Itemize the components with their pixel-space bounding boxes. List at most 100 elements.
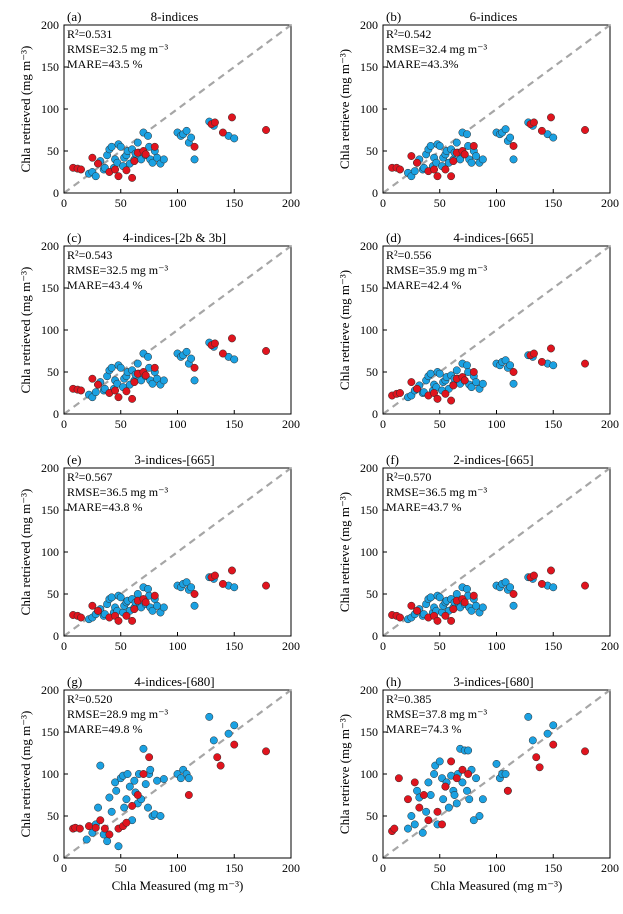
data-point-blue (467, 383, 476, 392)
data-point-blue (501, 125, 510, 134)
y-tick-label: 50 (47, 144, 59, 158)
panel-title: 4-indices-[680] (134, 674, 214, 689)
stat-r2: R²=0.543 (67, 248, 112, 262)
stat-rmse: RMSE=37.8 mg m⁻³ (386, 707, 487, 721)
data-point-blue (96, 761, 105, 770)
panel-h: 0 50 100 150 200 0 50 100 150 200 (h) 3-indices-[68… (337, 674, 619, 893)
data-point-blue (141, 780, 150, 789)
stat-r2: R²=0.385 (386, 692, 431, 706)
data-point-red (111, 386, 120, 395)
x-tick-label: 50 (115, 861, 127, 875)
y-tick-label: 150 (360, 60, 378, 74)
data-point-red (469, 142, 478, 150)
data-point-red (96, 816, 105, 825)
data-point-blue (549, 133, 558, 142)
data-point-blue (133, 138, 142, 147)
data-point-blue (549, 361, 558, 370)
data-point-blue (144, 803, 152, 812)
data-point-blue (144, 131, 152, 140)
data-point-red (430, 389, 439, 397)
stat-r2: R²=0.556 (386, 248, 431, 262)
data-point-red (407, 152, 416, 160)
data-point-blue (209, 736, 218, 745)
data-point-red (547, 344, 555, 353)
data-point-red (262, 126, 270, 134)
data-point-red (509, 590, 518, 598)
data-point-blue (148, 379, 157, 388)
data-point-red (410, 778, 419, 787)
data-point-blue (404, 824, 412, 833)
data-point-blue (184, 774, 193, 783)
data-point-red (449, 381, 458, 390)
y-axis-label: Chla retrieve (mg m⁻³) (337, 270, 352, 390)
x-tick-label: 100 (169, 196, 187, 210)
data-point-red (581, 126, 589, 134)
data-point-red (404, 795, 412, 804)
data-point-blue (187, 133, 196, 142)
y-tick-label: 200 (360, 683, 378, 697)
data-point-blue (469, 816, 478, 825)
data-point-blue (463, 361, 471, 370)
y-tick-label: 0 (372, 186, 378, 200)
data-point-blue (116, 363, 125, 372)
data-point-red (509, 142, 518, 150)
data-point-blue (458, 778, 467, 787)
panel-b: 0 50 100 150 200 0 50 100 150 200 (b) 6-indices R²=0… (337, 9, 619, 210)
data-point-red (114, 616, 123, 625)
data-point-red (438, 820, 446, 829)
x-tick-label: 200 (282, 639, 300, 653)
x-tick-label: 50 (115, 639, 127, 653)
data-point-red (122, 166, 131, 175)
data-point-red (139, 770, 148, 778)
stat-mare: MARE=43.7 % (386, 500, 461, 514)
x-tick-label: 50 (434, 417, 446, 431)
data-point-blue (452, 138, 461, 147)
data-point-red (530, 349, 538, 358)
data-point-blue (407, 812, 416, 820)
data-point-blue (543, 729, 552, 738)
data-point-blue (187, 354, 196, 363)
data-point-blue (509, 379, 518, 388)
data-point-red (396, 165, 404, 174)
x-tick-label: 150 (225, 417, 243, 431)
data-point-blue (230, 583, 239, 592)
y-tick-label: 100 (360, 323, 378, 337)
y-tick-label: 150 (41, 60, 59, 74)
x-tick-label: 0 (380, 861, 386, 875)
y-tick-label: 0 (372, 629, 378, 643)
data-point-blue (418, 828, 427, 837)
data-point-blue (444, 803, 453, 812)
data-point-red (145, 753, 154, 762)
data-point-blue (492, 759, 501, 768)
data-point-red (114, 393, 123, 402)
data-point-blue (426, 791, 435, 799)
data-point-blue (549, 721, 558, 730)
x-tick-label: 200 (601, 417, 619, 431)
x-tick-label: 100 (488, 861, 506, 875)
data-point-red (460, 376, 469, 385)
data-point-blue (467, 158, 476, 167)
data-point-blue (524, 712, 533, 721)
data-point-blue (182, 578, 191, 587)
panel-title: 6-indices (470, 9, 518, 24)
data-point-red (190, 363, 199, 372)
x-tick-label: 100 (488, 417, 506, 431)
y-tick-label: 200 (41, 461, 59, 475)
data-point-blue (426, 593, 435, 602)
panel-label: (a) (67, 9, 81, 24)
y-tick-label: 200 (360, 239, 378, 253)
data-point-red (128, 173, 137, 182)
data-point-red (184, 791, 193, 799)
data-point-red (141, 150, 150, 159)
data-point-blue (439, 795, 448, 804)
y-axis-label: Chla retrieve (mg m⁻³) (337, 714, 352, 834)
y-axis-label: Chla retrieve (mg m⁻³) (337, 492, 352, 612)
data-point-red (150, 591, 159, 600)
panel-title: 3-indices-[680] (453, 674, 533, 689)
panel-label: (c) (67, 230, 81, 245)
data-point-red (77, 386, 85, 395)
y-tick-label: 150 (360, 725, 378, 739)
data-point-red (441, 611, 450, 620)
x-tick-label: 150 (544, 196, 562, 210)
y-tick-label: 100 (41, 767, 59, 781)
